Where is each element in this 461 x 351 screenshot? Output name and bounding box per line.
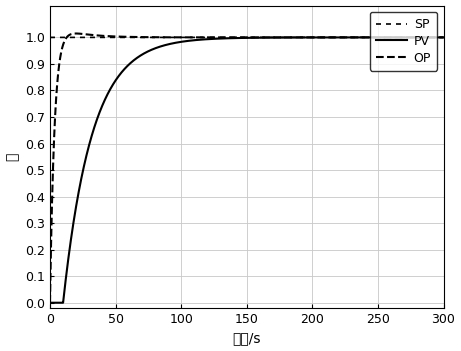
OP <box>284 35 289 40</box>
Legend: SP, PV, OP: SP, PV, OP <box>370 12 437 71</box>
PV <box>47 300 53 305</box>
OP <box>73 31 79 35</box>
Line: PV: PV <box>50 38 443 303</box>
OP <box>371 35 376 40</box>
PV <box>283 35 289 40</box>
SP <box>198 35 203 40</box>
OP <box>441 35 446 40</box>
SP <box>371 35 376 40</box>
SP <box>118 35 124 40</box>
OP <box>47 300 53 305</box>
PV <box>441 35 446 40</box>
SP <box>341 35 346 40</box>
Y-axis label: 値: 値 <box>6 153 19 161</box>
SP <box>283 35 289 40</box>
PV <box>303 35 309 40</box>
OP <box>303 35 309 40</box>
OP <box>119 35 124 39</box>
SP <box>303 35 309 40</box>
PV <box>118 71 124 75</box>
PV <box>341 35 346 40</box>
X-axis label: 时间/s: 时间/s <box>232 331 261 345</box>
OP <box>341 35 347 40</box>
PV <box>371 35 376 40</box>
SP <box>47 35 53 40</box>
PV <box>198 38 203 42</box>
OP <box>198 35 203 39</box>
Line: OP: OP <box>50 33 443 303</box>
SP <box>441 35 446 40</box>
